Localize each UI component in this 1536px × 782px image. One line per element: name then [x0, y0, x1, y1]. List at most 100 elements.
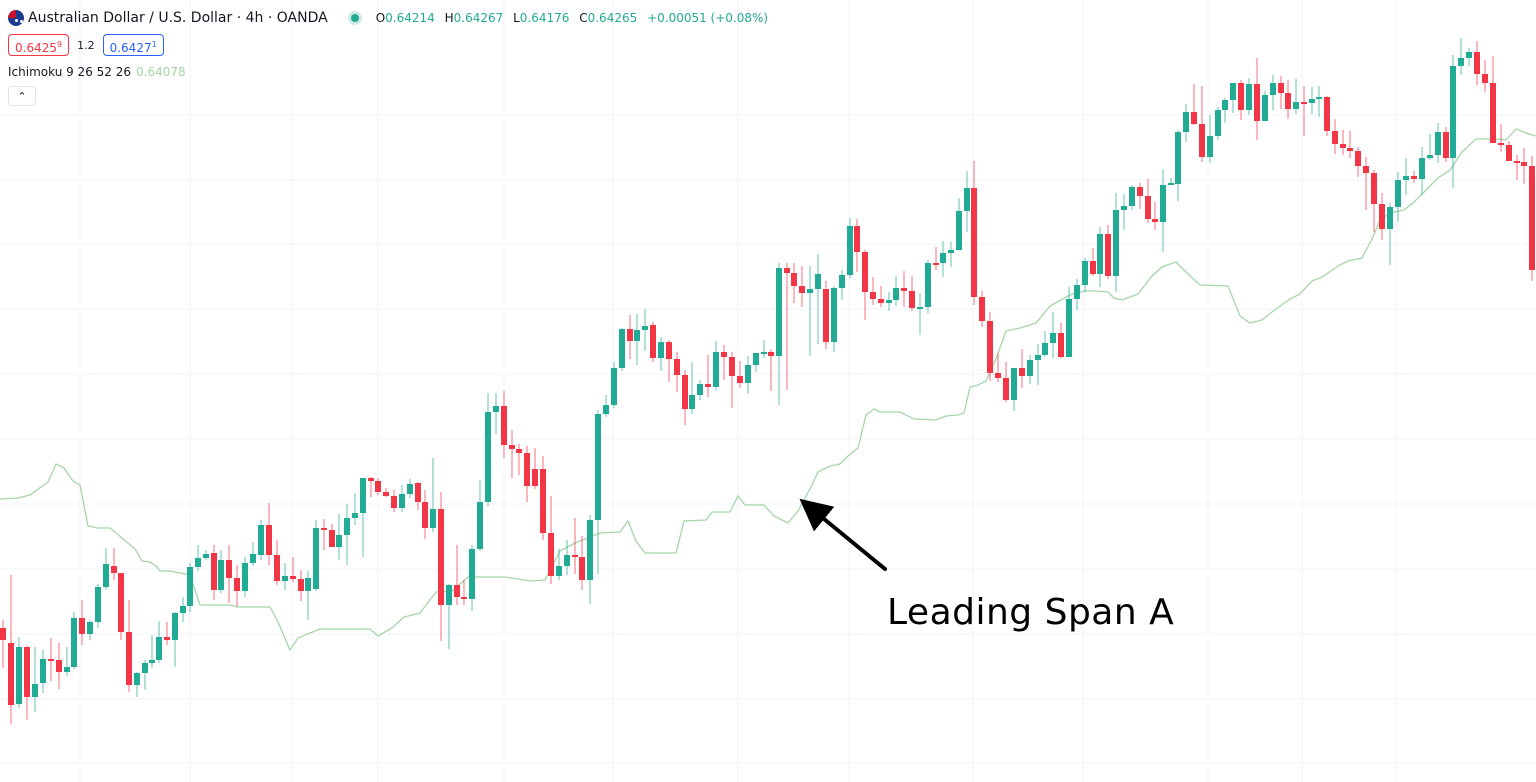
- close-label: C: [579, 11, 588, 25]
- candle: [1427, 134, 1433, 160]
- aud-usd-flag-icon: [8, 10, 24, 26]
- candle: [1230, 83, 1236, 113]
- candle: [556, 549, 562, 580]
- buy-price: 0.6427: [109, 41, 152, 55]
- candle: [956, 198, 962, 250]
- candle: [1521, 148, 1527, 184]
- candle: [784, 263, 790, 390]
- candle: [477, 480, 483, 551]
- sell-price-pip: 9: [57, 40, 63, 49]
- candle: [847, 218, 853, 278]
- candle: [666, 340, 672, 382]
- candle: [180, 597, 186, 622]
- candle: [79, 600, 85, 645]
- open-value: 0.64214: [385, 11, 435, 25]
- candle: [948, 242, 954, 267]
- indicator-value: 0.64078: [136, 65, 186, 79]
- market-open-status-icon[interactable]: [347, 11, 362, 25]
- candle: [1129, 185, 1135, 210]
- candle: [979, 291, 985, 327]
- candle: [1371, 170, 1377, 232]
- candle: [493, 393, 499, 434]
- candle: [1514, 155, 1520, 180]
- candle: [862, 250, 868, 320]
- candle: [1498, 124, 1504, 152]
- candle: [258, 520, 264, 560]
- candle: [1090, 248, 1096, 276]
- candle: [1121, 194, 1127, 230]
- candle: [1113, 193, 1119, 292]
- open-label: O: [375, 11, 386, 25]
- candle: [870, 277, 876, 305]
- candle: [524, 446, 530, 502]
- candle: [407, 479, 413, 498]
- candle: [1395, 172, 1401, 222]
- candle: [658, 337, 664, 371]
- candle: [619, 328, 625, 371]
- candle: [0, 620, 6, 668]
- candle: [111, 548, 117, 580]
- candle: [142, 660, 148, 690]
- chart-legend: Australian Dollar / U.S. Dollar · 4h · O…: [8, 8, 768, 106]
- candle: [211, 545, 217, 600]
- candle: [745, 356, 751, 394]
- collapse-legend-button[interactable]: ⌃: [8, 86, 36, 106]
- symbol-title[interactable]: Australian Dollar / U.S. Dollar · 4h · O…: [28, 10, 328, 26]
- candle: [1506, 141, 1512, 161]
- candle: [548, 496, 554, 584]
- candle: [1363, 157, 1369, 210]
- candle: [242, 557, 248, 597]
- buy-price-button[interactable]: 0.64271: [102, 34, 164, 56]
- candle: [509, 430, 515, 478]
- candle: [1042, 331, 1048, 357]
- candle: [1003, 362, 1009, 402]
- candle: [461, 580, 467, 605]
- candle: [156, 621, 162, 663]
- candle: [187, 563, 193, 612]
- candle: [689, 362, 695, 414]
- spread-value: 1.2: [77, 38, 95, 52]
- candle: [713, 341, 719, 390]
- candle: [1355, 147, 1361, 177]
- indicator-row[interactable]: Ichimoku 9 26 52 26 0.64078: [8, 65, 768, 79]
- candle: [95, 584, 101, 628]
- candle: [226, 545, 232, 603]
- candle: [1270, 75, 1276, 110]
- candle: [446, 584, 452, 649]
- candle: [375, 478, 381, 495]
- candle: [776, 263, 782, 405]
- candle: [987, 312, 993, 381]
- candle: [540, 456, 546, 540]
- symbol-row: Australian Dollar / U.S. Dollar · 4h · O…: [8, 8, 768, 28]
- candle: [1183, 104, 1189, 142]
- candle: [753, 353, 759, 372]
- candle: [1222, 98, 1228, 123]
- candle: [368, 477, 374, 497]
- candle: [118, 573, 124, 640]
- candle: [430, 458, 436, 532]
- low-label: L: [513, 11, 520, 25]
- candle: [1207, 115, 1213, 163]
- candle: [344, 504, 350, 565]
- candle: [1419, 147, 1425, 195]
- candle: [815, 254, 821, 344]
- candle: [854, 219, 860, 272]
- candle: [1466, 48, 1472, 66]
- candle: [1175, 130, 1181, 201]
- candle: [579, 536, 585, 590]
- candle: [1450, 55, 1456, 188]
- candle: [595, 410, 601, 574]
- candle: [878, 286, 884, 307]
- candle: [831, 286, 837, 352]
- candle: [391, 490, 397, 512]
- high-value: 0.64267: [453, 11, 504, 25]
- candle: [290, 557, 296, 582]
- candle: [682, 370, 688, 425]
- candle: [1411, 171, 1417, 183]
- sell-price-button[interactable]: 0.64259: [8, 34, 70, 56]
- candle: [516, 444, 522, 475]
- candle: [1074, 279, 1080, 310]
- candle: [634, 314, 640, 365]
